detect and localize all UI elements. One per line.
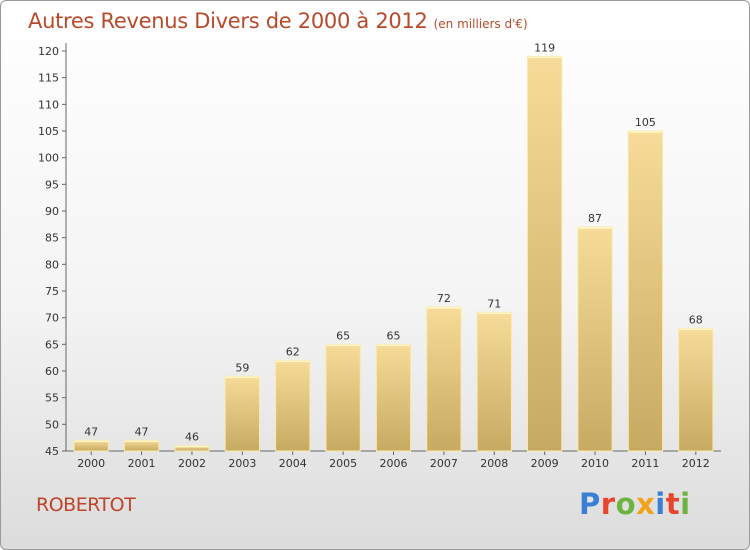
y-tick-label: 75 [45,285,59,298]
y-tick-label: 45 [45,445,59,458]
y-tick-label: 95 [45,178,59,191]
bar-value-label: 65 [387,329,401,342]
chart-subtitle: (en milliers d'€) [433,17,528,31]
y-tick-label: 100 [38,152,59,165]
bar-value-label: 65 [336,329,350,342]
y-tick-label: 80 [45,258,59,271]
proxiti-letter: t [665,487,681,521]
bar-value-label: 68 [689,313,703,326]
bar [73,439,109,452]
proxiti-letter: i [680,487,691,521]
y-tick-label: 120 [38,45,59,58]
bar [627,130,664,452]
y-tick-label: 60 [45,365,59,378]
bar-value-label: 62 [286,345,300,358]
bar-value-label: 71 [487,297,501,310]
bar-value-label: 119 [534,41,555,54]
x-tick-label: 2008 [480,457,508,470]
x-tick-label: 2009 [531,457,559,470]
bar-value-label: 47 [135,425,149,438]
proxiti-letter: r [600,487,616,521]
x-tick-label: 2011 [631,457,659,470]
y-tick-label: 70 [45,312,59,325]
x-tick-label: 2001 [128,457,156,470]
bar [123,439,160,452]
x-tick-label: 2006 [380,457,408,470]
x-tick-label: 2000 [77,457,105,470]
bar [476,311,512,452]
y-tick-label: 115 [38,72,59,85]
y-tick-label: 90 [45,205,59,218]
bar [174,445,210,452]
bar [426,306,462,452]
x-tick-label: 2010 [581,457,609,470]
bar-value-label: 72 [437,292,451,305]
bar [577,226,613,452]
y-tick-label: 55 [45,392,59,405]
y-tick-label: 85 [45,232,59,245]
y-tick-label: 105 [38,125,59,138]
bar [224,375,260,452]
bar [678,327,714,452]
bar-value-label: 105 [635,116,656,129]
x-tick-label: 2003 [228,457,256,470]
x-tick-label: 2004 [279,457,307,470]
bar [527,55,563,452]
proxiti-letter: x [636,487,656,521]
chart-bars [73,55,714,452]
y-tick-label: 65 [45,338,59,351]
y-tick-label: 50 [45,418,59,431]
chart-labels: 47 2000 47 2001 46 2002 59 2003 62 2004 65 2005 65 20… [77,41,710,470]
commune-name: ROBERTOT [36,494,136,516]
proxiti-logo[interactable]: Proxiti [579,487,691,521]
x-tick-label: 2007 [430,457,458,470]
proxiti-letter: o [615,487,637,521]
bar-value-label: 87 [588,212,602,225]
bar [325,343,361,452]
chart-title-main: Autres Revenus Divers de 2000 à 2012 [28,9,428,33]
x-tick-label: 2002 [178,457,206,470]
y-tick-label: 110 [38,98,59,111]
bar-value-label: 59 [235,361,249,374]
chart-title: Autres Revenus Divers de 2000 à 2012 (en … [28,9,528,33]
bar-value-label: 47 [84,425,98,438]
x-tick-label: 2005 [329,457,357,470]
bar [275,359,311,452]
proxiti-letter: P [579,487,601,521]
x-tick-label: 2012 [682,457,710,470]
proxiti-letter: i [655,487,666,521]
chart-axes: 45 50 55 60 65 70 75 80 85 90 95 100 105 110 115 120 [38,43,721,458]
bar-value-label: 46 [185,431,199,444]
bar [375,343,412,452]
